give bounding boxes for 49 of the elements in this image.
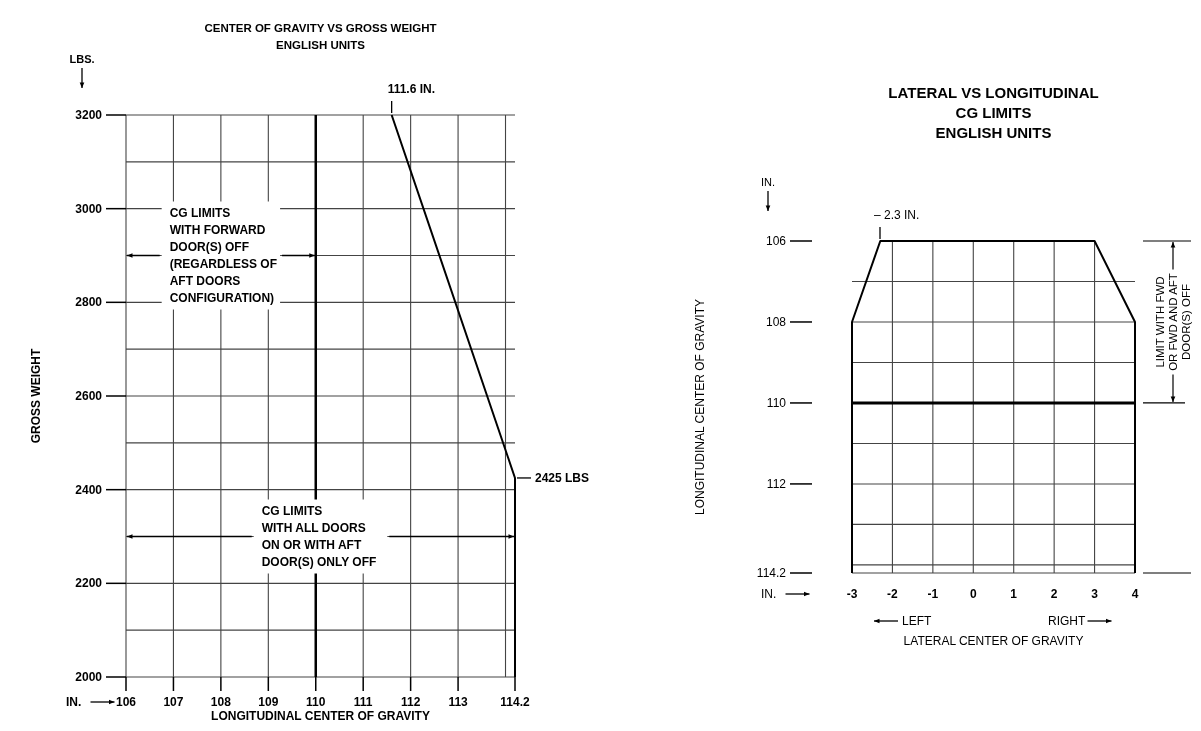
x-tick-label: 113 [448,695,469,709]
y-tick-label: 3000 [75,201,103,216]
x-tick-label: 3 [1091,587,1099,601]
chart-subtitle: ENGLISH UNITS [935,124,1052,142]
text: RIGHT [1048,614,1086,628]
y-tick-label: 2000 [75,670,103,684]
text: LIMIT WITH FWD OR FWD AND AFT DOOR(S) OFF [1154,273,1192,371]
chart-subtitle: ENGLISH UNITS [276,38,366,51]
y-axis-title: LONGITUDINAL CENTER OF GRAVITY [693,298,707,516]
y-tick-label: 2200 [75,576,103,591]
x-tick-label: 112 [400,695,421,709]
annotation: 111.6 IN. [387,82,436,96]
y-tick-label: 2400 [75,482,103,497]
text: IN. [66,695,82,709]
x-tick-label: 0 [969,587,977,601]
y-tick-label: 2600 [75,389,103,403]
x-tick-label: 107 [163,695,184,709]
text: LEFT [902,614,933,628]
x-tick-label: 114.2 [500,695,531,709]
chart-title: CENTER OF GRAVITY VS GROSS WEIGHT [204,22,437,34]
chart-title: LATERAL VS LONGITUDINAL CG LIMITS [888,84,1099,122]
x-tick-label: -2 [887,587,899,601]
x-tick-label: 108 [210,695,232,709]
y-tick-label: 108 [765,314,787,329]
x-tick-label: 106 [115,695,137,709]
x-tick-label: 111 [353,695,373,709]
y-axis-title: GROSS WEIGHT [29,348,43,444]
y-tick-label: 112 [766,476,787,491]
annotation: 2425 LBS [535,470,590,485]
x-tick-label: -3 [846,587,858,601]
annotation: CG LIMITS WITH FORWARD DOOR(S) OFF (REGARDLESS OF AFT DOORS CONFIGURATION) [169,206,278,305]
text: LBS. [69,53,95,65]
y-tick-label: 106 [765,234,787,248]
y-tick-label: 2800 [75,295,103,310]
x-tick-label: 2 [1050,587,1058,601]
text: – 2.3 IN. [874,208,920,222]
y-tick-label: 110 [766,395,787,410]
x-axis-title: LATERAL CENTER OF GRAVITY [903,634,1084,648]
annotation: CG LIMITS WITH ALL DOORS ON OR WITH AFT DOOR(S) ONLY OFF [261,504,377,569]
y-tick-label: 114.2 [756,566,787,580]
x-tick-label: 4 [1131,587,1139,601]
x-tick-label: 109 [258,695,279,709]
x-tick-label: 1 [1010,587,1018,601]
text: IN. [761,587,777,601]
x-tick-label: 110 [306,695,326,709]
x-axis-title: LONGITUDINAL CENTER OF GRAVITY [211,709,430,723]
y-tick-label: 3200 [75,108,103,122]
text: IN. [760,176,776,188]
x-tick-label: -1 [927,587,939,601]
